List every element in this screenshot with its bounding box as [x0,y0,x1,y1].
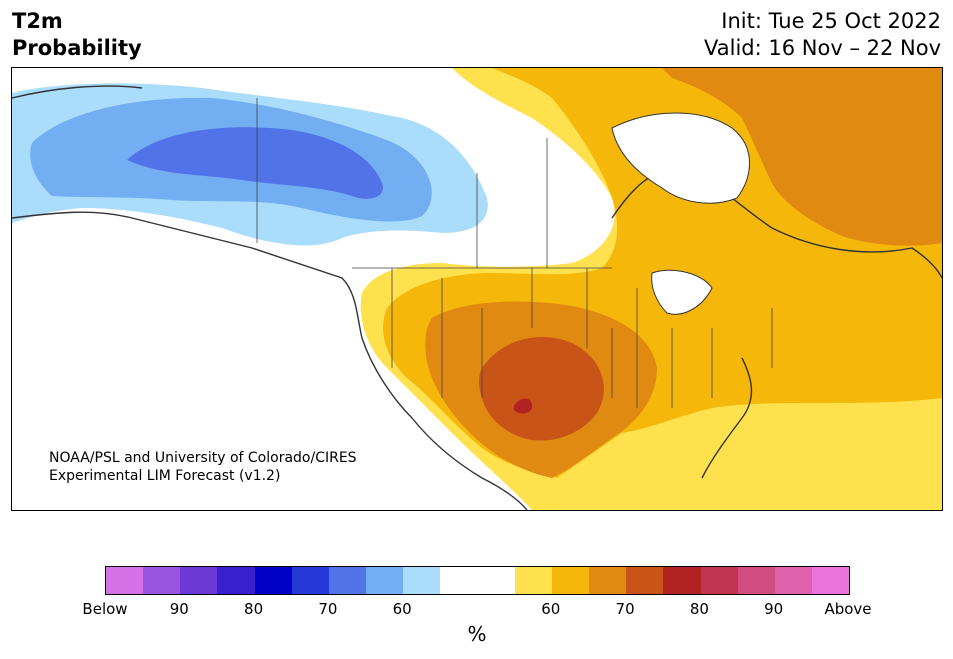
colorbar-swatch [254,567,292,594]
colorbar-tick-label: 60 [392,600,412,618]
colorbar-swatch [328,567,367,594]
warm-max-area [514,398,532,414]
title-quantity: Probability [12,36,142,60]
colorbar-swatch [514,567,552,594]
probability-map [12,68,942,510]
map-dates: Init: Tue 25 Oct 2022 Valid: 16 Nov – 22… [704,8,941,62]
great-lakes [651,269,713,315]
colorbar-swatch [477,567,515,594]
colorbar-unit: % [467,622,487,646]
colorbar-swatch [663,567,701,594]
warm-strong-north-area [662,68,942,246]
colorbar-swatch [217,567,255,594]
colorbar-tick-label: 80 [689,600,709,618]
credit-line1: NOAA/PSL and University of Colorado/CIRE… [49,450,357,466]
colorbar-tick-label: Above [824,600,872,618]
colorbar-swatch [811,567,850,594]
colorbar-swatch [180,567,218,594]
init-date: Init: Tue 25 Oct 2022 [721,9,941,33]
colorbar-swatch [737,567,775,594]
colorbar-swatch [589,567,627,594]
credit-text: NOAA/PSL and University of Colorado/CIRE… [49,449,357,485]
colorbar-swatch [403,567,441,594]
colorbar-tick-label: Below [82,600,128,618]
colorbar-swatch [143,567,181,594]
valid-range: Valid: 16 Nov – 22 Nov [704,36,941,60]
map-title: T2m Probability [12,8,142,62]
colorbar-tick-label: 70 [318,600,338,618]
colorbar-swatch [626,567,664,594]
coastline [12,85,942,510]
political-borders [256,98,773,408]
cold-strong-area [127,127,383,199]
colorbar-swatch [291,567,329,594]
colorbar-tick-label: 80 [244,600,264,618]
colorbar-swatch [551,567,590,594]
colorbar-tick-label: 70 [615,600,635,618]
colorbar-swatch [774,567,812,594]
colorbar [105,566,850,595]
colorbar-swatch [700,567,738,594]
colorbar-tick-label: 90 [169,600,189,618]
colorbar-tick-label: 90 [764,600,784,618]
colorbar-tick-label: 60 [541,600,561,618]
map-panel [11,67,943,511]
colorbar-swatch [440,567,478,594]
hudson-bay [611,112,750,204]
title-variable: T2m [12,9,63,33]
warm-stronger-area [479,336,604,441]
colorbar-swatch [366,567,404,594]
colorbar-swatch [106,567,144,594]
credit-line2: Experimental LIM Forecast (v1.2) [49,468,281,484]
